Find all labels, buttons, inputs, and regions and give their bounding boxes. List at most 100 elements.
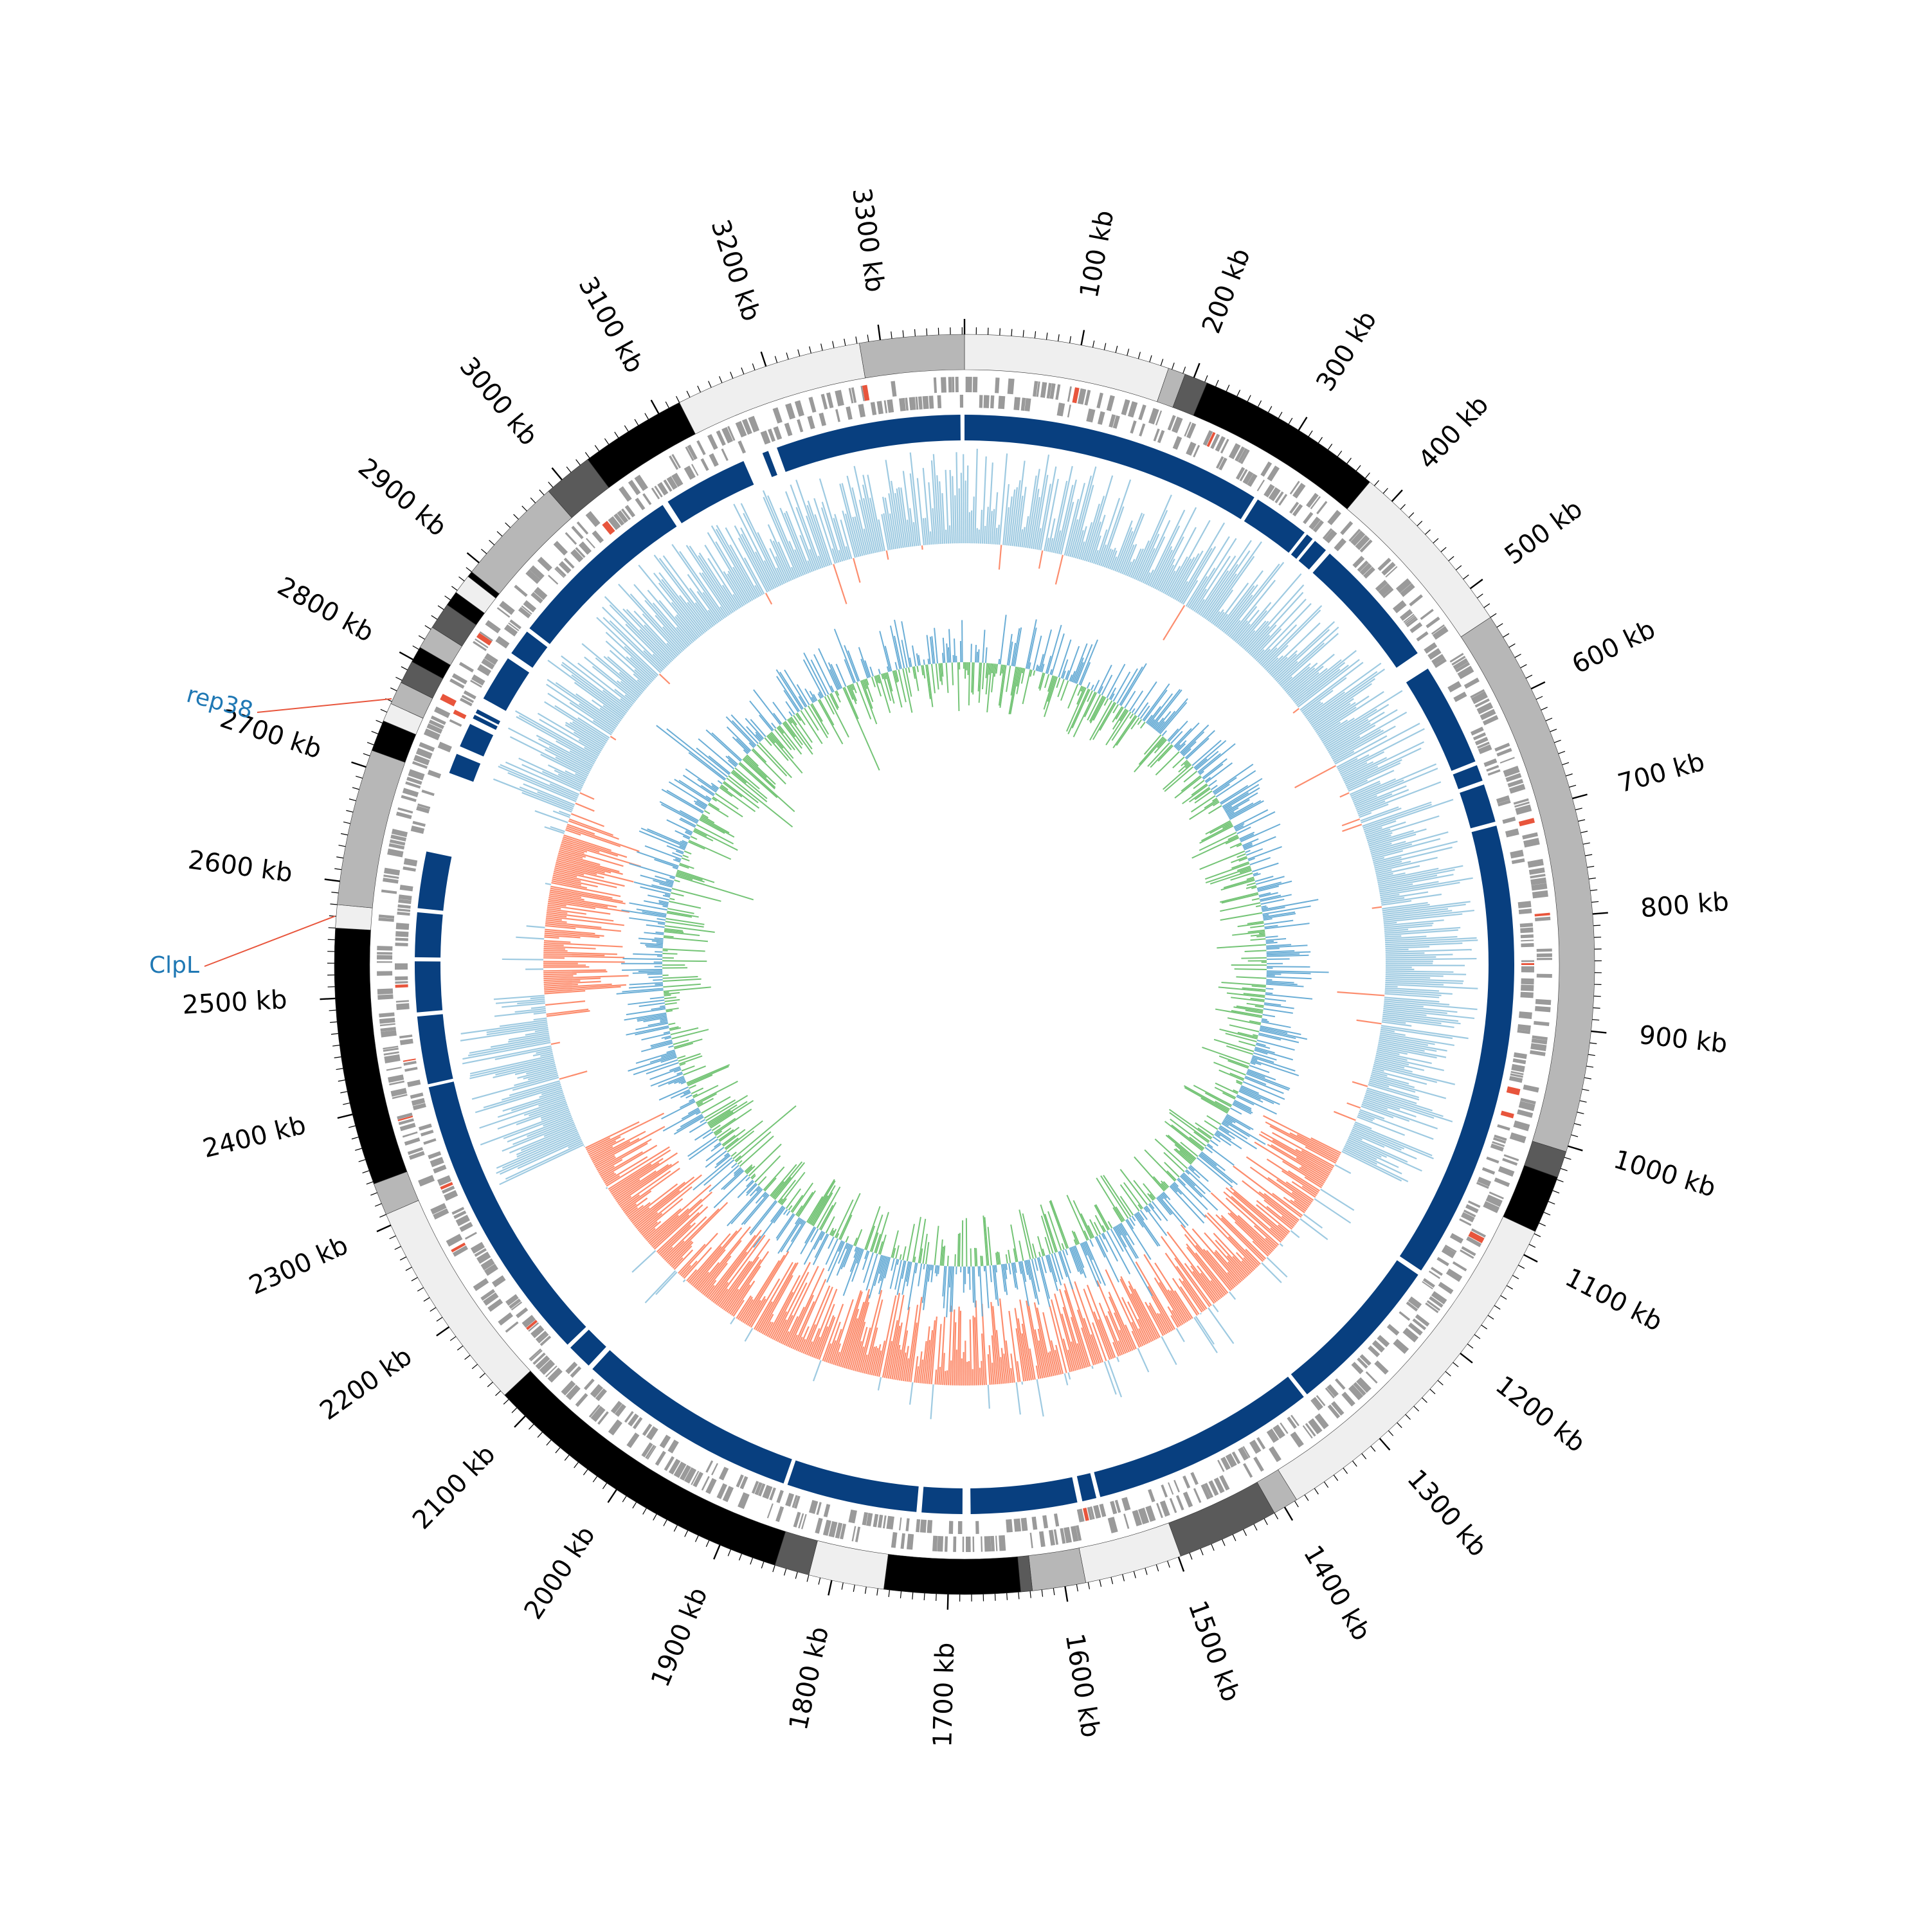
gc-skew-bar: [691, 836, 697, 840]
gene-feature: [711, 1463, 718, 1476]
gene-feature: [499, 600, 515, 615]
gene-feature: [1500, 757, 1515, 763]
gc-content-bar: [1357, 1020, 1382, 1024]
gene-feature: [901, 1533, 905, 1549]
minor-tick: [497, 532, 502, 536]
gc-skew-bar: [1266, 941, 1274, 942]
gene-feature: [1537, 974, 1552, 978]
gc-content-bar: [960, 1311, 961, 1386]
gc-skew-bar: [1264, 921, 1293, 925]
minor-tick: [915, 329, 916, 336]
gene-feature: [1529, 867, 1545, 874]
minor-tick: [1123, 1575, 1125, 1582]
gc-content-bar: [730, 1317, 735, 1324]
gc-skew-bar: [1001, 615, 1006, 664]
gc-skew-bar: [687, 1067, 729, 1085]
gc-skew-bar: [1220, 903, 1260, 911]
gene-feature: [495, 636, 509, 648]
minor-tick: [1030, 1591, 1031, 1598]
gc-skew-bar: [736, 1132, 770, 1162]
gc-content-bar: [980, 1368, 981, 1385]
minor-tick: [334, 1057, 341, 1058]
gc-content-bar: [1161, 1337, 1176, 1365]
tick-label: 2200 kb: [314, 1342, 417, 1426]
gc-content-bar: [502, 959, 543, 960]
minor-tick: [565, 1455, 569, 1461]
minor-tick: [810, 347, 811, 354]
minor-tick: [583, 1469, 588, 1475]
gc-skew-bar: [992, 664, 993, 673]
gc-skew-bar: [1246, 1074, 1289, 1090]
gene-feature: [1292, 483, 1305, 498]
gc-skew-bar: [859, 647, 869, 678]
gc-skew-bar: [655, 938, 664, 939]
gene-feature: [991, 1536, 995, 1551]
gc-skew-bar: [1241, 958, 1267, 959]
gene-feature: [430, 1157, 444, 1167]
major-tick: [608, 1490, 617, 1503]
gc-content-bar: [958, 1306, 959, 1386]
gc-content-bar: [1321, 1189, 1354, 1211]
gc-skew-bar: [1067, 688, 1086, 732]
gc-content-bar: [1138, 1348, 1149, 1372]
gc-content-bar: [1295, 766, 1336, 788]
minor-tick: [773, 1566, 775, 1572]
gene-feature: [773, 407, 783, 423]
gc-skew-bar: [914, 1257, 915, 1263]
tick-label: 2400 kb: [200, 1110, 309, 1164]
tick-label: 3300 kb: [846, 186, 889, 294]
gc-skew-bar: [1230, 1108, 1241, 1114]
gc-skew-bar: [972, 1267, 974, 1303]
gc-skew-bar: [666, 919, 704, 925]
gene-feature: [983, 395, 989, 408]
major-tick: [1524, 1255, 1537, 1262]
gc-skew-bar: [1267, 955, 1309, 957]
minor-tick: [1582, 1089, 1589, 1090]
gc-skew-bar: [658, 923, 665, 924]
gene-feature: [975, 1521, 979, 1534]
minor-tick: [1559, 752, 1565, 754]
gene-feature: [1253, 1457, 1264, 1472]
gene-feature: [871, 402, 877, 415]
gc-content-bar: [1280, 1243, 1283, 1246]
gene-feature: [395, 943, 408, 946]
minor-tick: [406, 1267, 412, 1270]
gene-feature: [660, 1434, 671, 1448]
gc-content-bar: [543, 948, 565, 949]
homology-block: [415, 961, 442, 1013]
gc-skew-track: [617, 615, 1329, 1317]
minor-tick: [664, 1520, 667, 1526]
gc-content-bar: [1291, 1231, 1299, 1238]
gc-skew-bar: [660, 1006, 665, 1007]
major-tick: [552, 468, 561, 480]
gene-feature: [381, 889, 397, 894]
gene-feature: [1183, 1492, 1193, 1508]
minor-tick: [413, 646, 419, 650]
gc-content-bar: [543, 976, 573, 977]
gc-skew-bar: [1240, 1088, 1274, 1104]
gene-feature: [1521, 943, 1534, 947]
gene-feature: [1510, 850, 1524, 859]
gc-skew-bar: [1160, 703, 1187, 734]
gene-feature: [395, 931, 408, 937]
gene-feature: [999, 1535, 1006, 1551]
contig-segment: [1079, 1523, 1181, 1583]
minor-tick: [1150, 356, 1152, 363]
gc-skew-bar: [1095, 1237, 1105, 1258]
gc-skew-bar: [934, 628, 937, 664]
minor-tick: [1593, 1008, 1600, 1009]
gc-skew-bar: [829, 662, 840, 689]
major-tick: [352, 762, 367, 767]
minor-tick: [349, 1126, 356, 1128]
gene-feature: [384, 1054, 400, 1063]
minor-tick: [1092, 341, 1094, 348]
gc-content-bar: [961, 473, 962, 543]
gc-content-bar: [1208, 1308, 1233, 1344]
tick-label: 500 kb: [1499, 494, 1588, 571]
minor-tick: [522, 506, 527, 511]
gc-skew-bar: [1209, 781, 1217, 786]
gc-skew-bar: [675, 880, 680, 882]
gene-feature: [1535, 913, 1550, 917]
minor-tick: [1076, 1584, 1078, 1591]
minor-tick: [819, 1578, 820, 1585]
